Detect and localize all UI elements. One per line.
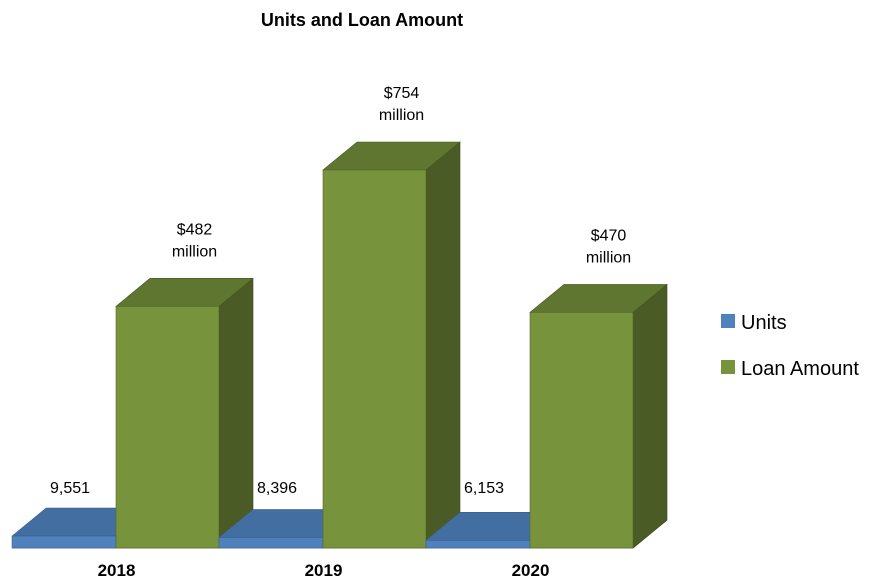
loan-data-label-2018: $482 million	[172, 221, 217, 260]
loan-bar-2020-side	[632, 283, 668, 549]
loan-bar-2019	[322, 169, 427, 549]
legend-label-loan-amount: Loan Amount	[741, 358, 859, 380]
legend-swatch-loan-amount	[721, 360, 735, 374]
loan-data-label-2020: $470 million	[586, 227, 631, 266]
loan-bar-2020	[529, 312, 634, 549]
legend: Units Loan Amount	[721, 312, 859, 380]
x-tick-label-2018: 2018	[98, 561, 136, 580]
units-data-label-2019: 8,396	[257, 480, 297, 497]
x-tick-label-2019: 2019	[305, 561, 343, 580]
loan-bar-2018	[115, 306, 220, 549]
chart-title: Units and Loan Amount	[261, 10, 463, 30]
loan-data-label-2019: $754 million	[379, 85, 424, 124]
units-data-label-2020: 6,153	[464, 480, 504, 497]
x-tick-label-2020: 2020	[512, 561, 550, 580]
loan-bar-2019-side	[425, 141, 461, 549]
units-data-label-2018: 9,551	[50, 480, 90, 497]
plot-area: $482 million 9,551 2018 $754 million 8,396 2019…	[11, 85, 668, 580]
units-bar-2019	[218, 537, 324, 549]
units-bar-2020	[425, 540, 531, 549]
legend-swatch-units	[721, 314, 735, 328]
units-bar-2018	[11, 535, 117, 549]
loan-bar-2018-side	[218, 277, 254, 549]
legend-label-units: Units	[741, 312, 787, 334]
